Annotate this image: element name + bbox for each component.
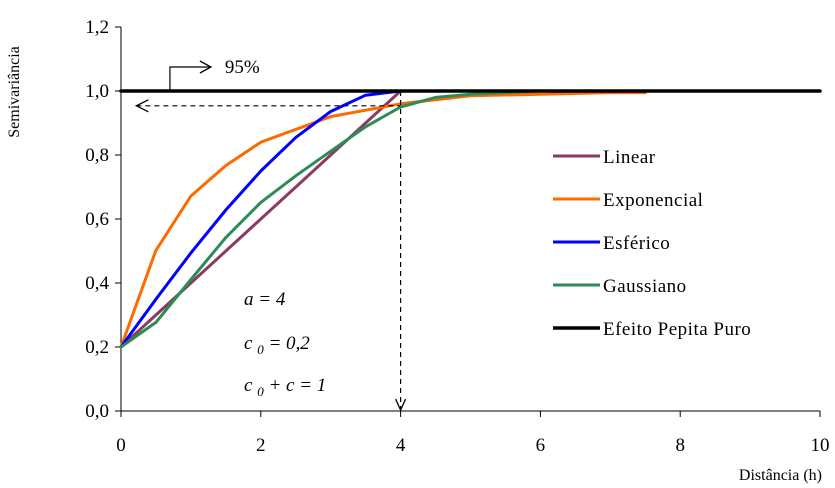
legend-label-exponencial: Exponencial bbox=[603, 190, 703, 211]
y-tick-label: 0,0 bbox=[85, 401, 109, 422]
param-range: a = 4 bbox=[244, 289, 286, 310]
legend-label-gaussiano: Gaussiano bbox=[603, 276, 687, 297]
y-tick-label: 0,8 bbox=[85, 145, 109, 166]
x-tick-label: 6 bbox=[536, 435, 546, 456]
x-axis-label: Distância (h) bbox=[739, 467, 822, 484]
series-line-gaussiano bbox=[119, 89, 542, 349]
percent-pointer-line bbox=[169, 66, 210, 91]
x-tick-label: 0 bbox=[116, 435, 126, 456]
legend: Linear Exponencial Esférico Gaussiano Efeito… bbox=[553, 147, 751, 340]
y-axis-label: Semivariância bbox=[6, 46, 23, 138]
legend-label-linear: Linear bbox=[603, 147, 656, 168]
x-tick-label: 4 bbox=[396, 435, 406, 456]
y-tick-label: 0,2 bbox=[85, 337, 109, 358]
y-tick-label: 0,4 bbox=[85, 273, 109, 294]
legend-label-efeito-pepita-puro: Efeito Pepita Puro bbox=[603, 319, 751, 340]
x-tick-label: 2 bbox=[256, 435, 266, 456]
y-tick-label: 1,2 bbox=[85, 17, 109, 38]
x-tick-label: 8 bbox=[675, 435, 685, 456]
annotations: 95% a = 4 c 0 = 0,2 c 0 + c = 1 bbox=[169, 57, 326, 399]
x-tick-label: 10 bbox=[811, 435, 830, 456]
series-line-exponencial bbox=[119, 91, 647, 349]
param-nugget: c 0 = 0,2 bbox=[244, 333, 310, 357]
range-guides bbox=[134, 91, 407, 412]
y-tick-label: 0,6 bbox=[85, 209, 109, 230]
param-sill: c 0 + c = 1 bbox=[244, 375, 326, 399]
level-arrowhead bbox=[134, 99, 149, 113]
series-line-esf-rico bbox=[119, 89, 403, 349]
y-tick-label: 1,0 bbox=[85, 81, 109, 102]
percent-label: 95% bbox=[225, 57, 260, 78]
axes: 0,0 0,2 0,4 0,6 0,8 1,0 1,2 0 2 4 6 8 10 bbox=[85, 17, 829, 456]
legend-label-esf-rico: Esférico bbox=[603, 233, 670, 254]
range-arrowhead bbox=[395, 398, 407, 412]
percent-pointer-arrowhead bbox=[199, 60, 213, 74]
series-lines bbox=[119, 89, 822, 349]
